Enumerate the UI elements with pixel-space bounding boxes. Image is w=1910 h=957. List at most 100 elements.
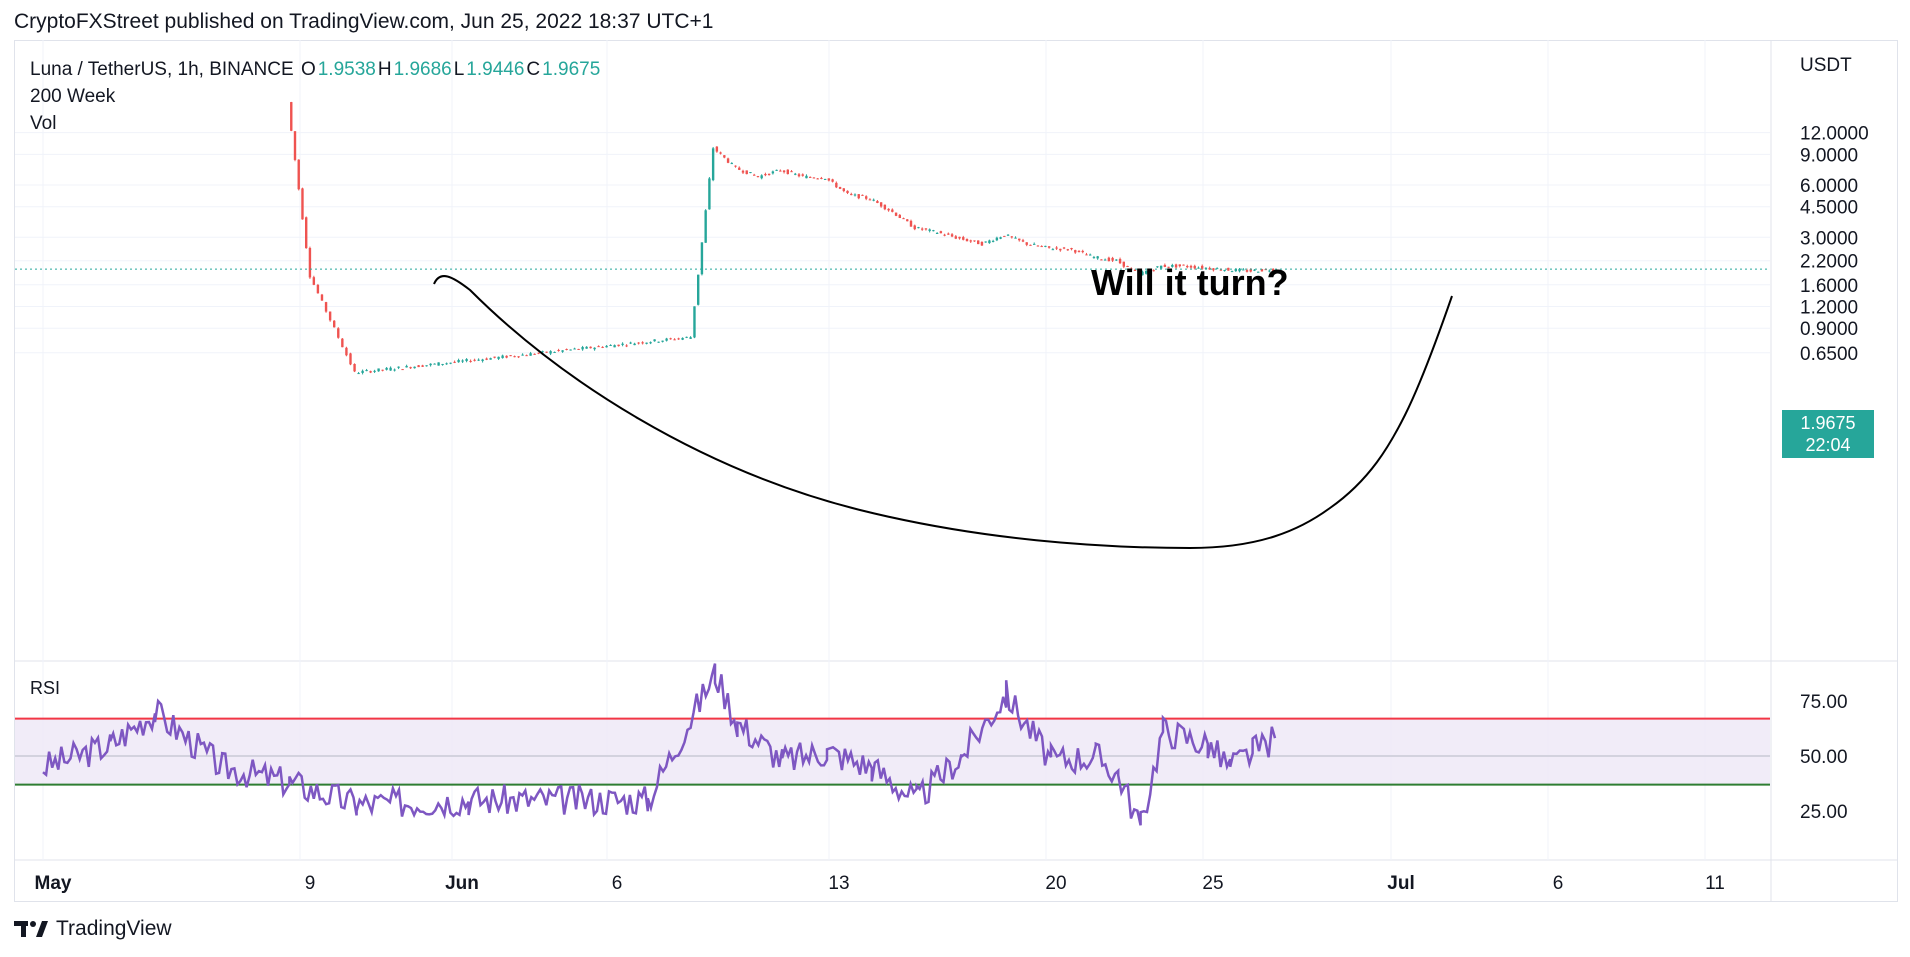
candle-body bbox=[812, 177, 816, 179]
candle-body bbox=[827, 178, 831, 181]
candle-body bbox=[868, 199, 872, 201]
candle-body bbox=[726, 158, 730, 163]
candle-body bbox=[771, 171, 775, 174]
candle-body bbox=[779, 170, 782, 172]
bar-countdown: 22:04 bbox=[1805, 435, 1851, 455]
candle-body bbox=[461, 360, 464, 362]
candle-body bbox=[1059, 248, 1062, 251]
candle-body bbox=[469, 360, 472, 362]
candle-body bbox=[909, 220, 913, 227]
tradingview-logo-icon bbox=[14, 919, 50, 939]
candle-body bbox=[308, 248, 312, 278]
candle-body bbox=[1152, 270, 1155, 272]
rsi-label[interactable]: RSI bbox=[30, 678, 61, 698]
candle-body bbox=[1070, 248, 1073, 250]
candle-body bbox=[782, 170, 786, 173]
footer-brand[interactable]: TradingView bbox=[14, 917, 172, 941]
candle-body bbox=[1006, 234, 1010, 236]
candle-body bbox=[1223, 270, 1226, 272]
candle-body bbox=[1171, 264, 1174, 267]
candle-body bbox=[1227, 267, 1230, 271]
annotation-text[interactable]: Will it turn? bbox=[1091, 262, 1289, 303]
candle-body bbox=[509, 355, 512, 357]
candle-body bbox=[525, 355, 528, 357]
candle-body bbox=[708, 178, 711, 210]
candle-body bbox=[365, 370, 368, 372]
candle-body bbox=[1100, 259, 1103, 261]
candle-body bbox=[734, 165, 737, 167]
projection-curve-path bbox=[433, 275, 1453, 550]
indicator-vol[interactable]: Vol bbox=[30, 113, 57, 134]
candle-body bbox=[1268, 270, 1271, 272]
candle-body bbox=[1021, 240, 1025, 242]
candle-body bbox=[477, 359, 480, 361]
candle-body bbox=[745, 170, 748, 175]
candle-body bbox=[995, 237, 999, 241]
candle-body bbox=[437, 362, 440, 366]
candle-body bbox=[449, 362, 452, 364]
candle-body bbox=[505, 355, 508, 358]
candle-body bbox=[924, 228, 928, 230]
candle-body bbox=[1253, 269, 1256, 271]
candle-body bbox=[939, 231, 943, 234]
candle-body bbox=[361, 370, 364, 373]
candle-body bbox=[1003, 235, 1006, 237]
candle-body bbox=[921, 228, 924, 230]
time-axis-tick: Jul bbox=[1387, 873, 1414, 894]
candle-body bbox=[984, 241, 987, 243]
candle-body bbox=[917, 227, 920, 229]
candle-body bbox=[969, 240, 972, 242]
candle-body bbox=[1197, 267, 1200, 269]
candle-body bbox=[950, 234, 954, 237]
candle-body bbox=[1089, 254, 1092, 256]
candle-body bbox=[891, 209, 894, 212]
candle-body bbox=[605, 345, 608, 348]
candle-body bbox=[661, 340, 664, 342]
candle-body bbox=[633, 343, 636, 346]
candle-body bbox=[1201, 265, 1204, 269]
projection-curve bbox=[433, 275, 1453, 550]
candle-body bbox=[1077, 250, 1081, 252]
candle-body bbox=[1014, 237, 1017, 239]
candle-body bbox=[1186, 266, 1189, 268]
close-value: 1.9675 bbox=[542, 59, 601, 80]
candle-body bbox=[805, 175, 808, 179]
low-value: 1.9446 bbox=[466, 59, 525, 80]
rsi-axis-tick: 50.00 bbox=[1800, 747, 1848, 768]
candle-body bbox=[425, 365, 428, 367]
candle-body bbox=[553, 351, 556, 353]
candle-body bbox=[850, 194, 853, 196]
time-axis-tick: 6 bbox=[612, 873, 623, 894]
candle-body bbox=[876, 201, 879, 203]
candle-body bbox=[369, 371, 372, 373]
candle-body bbox=[517, 356, 520, 358]
candle-body bbox=[689, 337, 692, 339]
rsi-axis-tick: 75.00 bbox=[1800, 692, 1848, 713]
candle-body bbox=[943, 234, 946, 236]
candle-body bbox=[669, 338, 672, 340]
candle-body bbox=[465, 359, 468, 362]
candle-body bbox=[1182, 264, 1185, 266]
candle-body bbox=[493, 356, 496, 358]
candle-body bbox=[341, 338, 344, 348]
candle-body bbox=[301, 188, 304, 220]
candle-body bbox=[767, 173, 771, 176]
candle-body bbox=[738, 167, 741, 170]
candle-body bbox=[577, 348, 580, 350]
price-axis-tick: 3.0000 bbox=[1800, 228, 1858, 249]
candle-body bbox=[711, 148, 715, 181]
candle-body bbox=[797, 174, 801, 177]
candle-body bbox=[345, 347, 348, 356]
candle-body bbox=[1025, 242, 1028, 245]
candle-body bbox=[749, 172, 752, 174]
candle-body bbox=[305, 217, 308, 249]
candle-body bbox=[1178, 264, 1181, 267]
low-label: L bbox=[453, 59, 465, 80]
candle-body bbox=[809, 176, 812, 178]
price-axis-tick: 6.0000 bbox=[1800, 176, 1858, 197]
candle-body bbox=[489, 358, 492, 360]
indicator-200-week[interactable]: 200 Week bbox=[30, 86, 116, 107]
candle-body bbox=[645, 342, 648, 344]
published-header: CryptoFXStreet published on TradingView.… bbox=[14, 10, 714, 33]
